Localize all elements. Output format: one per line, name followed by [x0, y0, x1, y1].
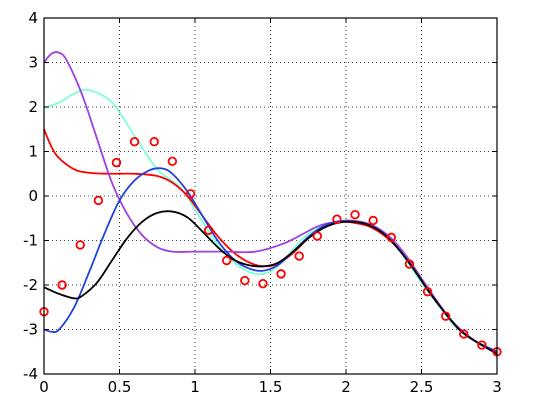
plot-background [44, 18, 497, 374]
series-line-2 [43, 51, 498, 353]
scatter-point [222, 255, 232, 266]
scatter-point [111, 157, 122, 168]
scatter-point [57, 280, 67, 290]
y-tick-label: 0 [28, 187, 38, 205]
x-tick-label: 3 [492, 378, 502, 396]
x-tick-label: 1 [190, 378, 200, 396]
scatter-point [149, 137, 159, 147]
scatter-point [477, 340, 487, 350]
scatter-point [294, 251, 304, 261]
y-tick-label: -1 [23, 232, 38, 250]
scatter-point [258, 278, 268, 289]
series-line-4 [43, 210, 498, 355]
y-tick-label: -3 [23, 321, 38, 339]
scatter-point [240, 275, 250, 286]
scatter-point [386, 232, 396, 243]
scatter-point [332, 214, 342, 224]
y-tick-label: 3 [28, 54, 38, 72]
x-tick-label: 2 [341, 378, 351, 396]
scatter-point [75, 240, 85, 250]
y-tick-labels: -4 -3 -2 -1 0 1 2 3 4 [23, 9, 38, 383]
scatter-point [312, 231, 323, 241]
y-tick-label: 4 [28, 9, 38, 27]
y-tick-label: -4 [23, 365, 38, 383]
tick-marks [43, 17, 498, 375]
scatter-point [459, 329, 469, 339]
x-tick-label: 1.5 [259, 378, 283, 396]
scatter-point [203, 225, 214, 235]
scatter-point [422, 286, 433, 297]
y-tick-label: -2 [23, 276, 38, 294]
scatter-point [185, 189, 196, 199]
scatter-points [39, 137, 502, 357]
y-tick-label: 1 [28, 143, 38, 161]
x-tick-label: 0.5 [108, 378, 132, 396]
x-tick-label: 0 [39, 378, 49, 396]
scatter-point [368, 215, 378, 226]
y-tick-label: 2 [28, 98, 38, 116]
scatter-point [404, 259, 415, 269]
scatter-point [129, 137, 140, 147]
scatter-point [440, 311, 451, 321]
grid-lines [44, 18, 497, 374]
x-tick-label: 2.5 [410, 378, 434, 396]
scatter-point [276, 269, 286, 279]
scatter-point [167, 156, 178, 166]
scatter-point [93, 195, 104, 206]
scatter-point [350, 209, 360, 220]
x-tick-labels: 0 0.5 1 1.5 2 2.5 3 [39, 378, 502, 396]
